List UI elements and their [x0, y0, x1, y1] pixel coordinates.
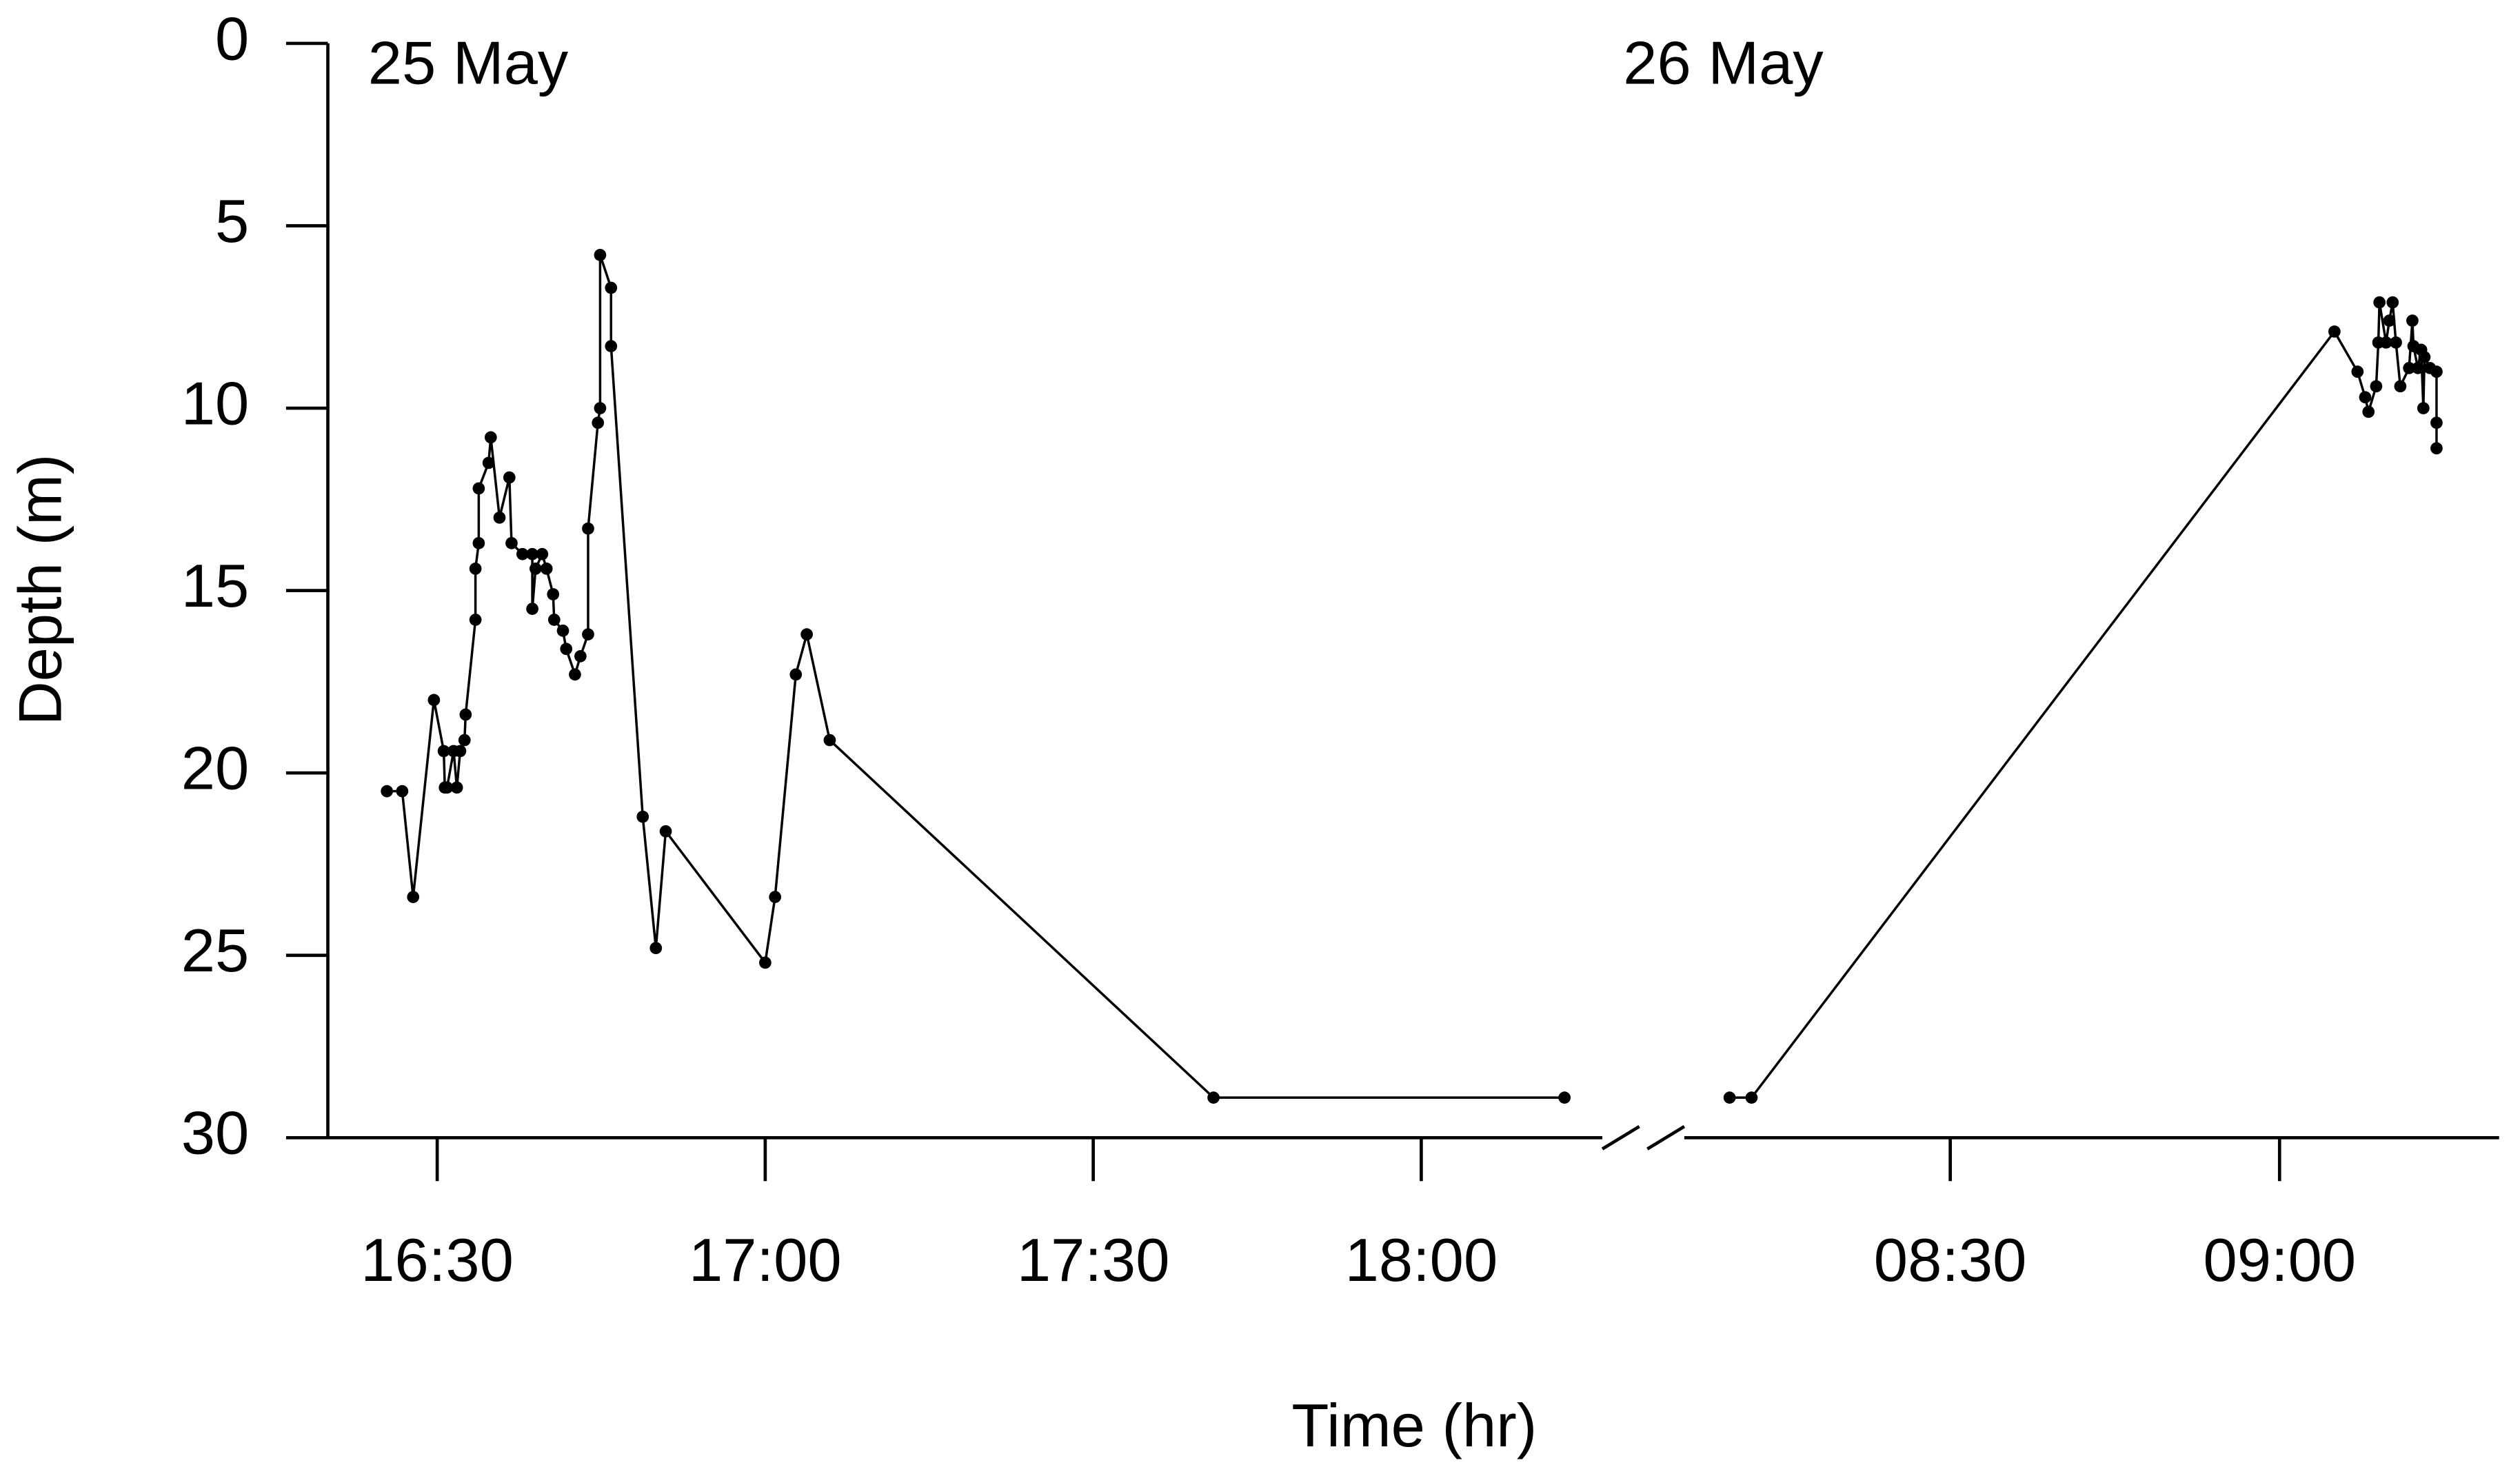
data-point: [759, 956, 772, 969]
data-point: [469, 563, 482, 575]
data-point: [2418, 351, 2431, 363]
data-point: [459, 708, 472, 721]
date-annotation: 26 May: [1623, 28, 1824, 97]
data-point: [547, 614, 561, 626]
data-point: [547, 588, 560, 600]
data-point: [574, 650, 587, 663]
data-point: [529, 563, 542, 575]
data-point: [540, 563, 553, 575]
data-point: [454, 745, 467, 758]
x-tick-label: 16:30: [361, 1226, 514, 1294]
y-tick-label: 20: [181, 734, 250, 802]
x-tick-label: 17:30: [1017, 1226, 1170, 1294]
data-point: [458, 734, 471, 747]
data-point: [2359, 391, 2372, 404]
data-point: [472, 536, 485, 549]
data-point: [592, 416, 605, 429]
data-point: [569, 668, 581, 681]
data-point: [636, 810, 649, 823]
data-point: [396, 785, 409, 798]
data-point: [381, 785, 394, 798]
data-point: [605, 281, 618, 294]
y-tick-label: 30: [181, 1099, 250, 1167]
y-tick-label: 25: [181, 916, 250, 984]
data-point: [1723, 1091, 1736, 1104]
data-point: [649, 942, 663, 955]
axis-break: [1601, 1125, 1640, 1151]
data-point: [2390, 336, 2402, 349]
data-point: [2417, 402, 2430, 414]
data-point: [605, 340, 618, 352]
x-tick-label: 17:00: [689, 1226, 842, 1294]
data-point: [594, 402, 607, 414]
data-point: [2373, 296, 2386, 309]
data-point: [441, 781, 454, 794]
data-point: [1745, 1091, 1758, 1104]
data-point: [2412, 362, 2424, 374]
data-point: [2430, 416, 2443, 429]
data-point: [2351, 365, 2364, 378]
data-point: [2406, 314, 2419, 327]
axis-break: [1646, 1125, 1686, 1151]
y-tick-label: 5: [215, 187, 249, 255]
data-point: [427, 694, 441, 707]
data-point: [469, 614, 482, 626]
x-tick-label: 09:00: [2203, 1226, 2356, 1294]
data-line: [1729, 302, 2438, 1099]
data-point: [450, 781, 463, 794]
data-point: [560, 643, 573, 656]
data-point: [769, 891, 782, 903]
data-point: [536, 547, 549, 560]
data-point: [582, 522, 594, 535]
data-point: [437, 745, 450, 758]
data-point: [2403, 362, 2416, 374]
x-tick-label: 18:00: [1345, 1226, 1498, 1294]
data-point: [484, 431, 497, 444]
x-tick-label: 08:30: [1874, 1226, 2027, 1294]
data-point: [482, 456, 495, 469]
x-axis-title: Time (hr): [1291, 1391, 1537, 1459]
y-tick-label: 10: [181, 369, 250, 437]
date-annotation: 25 May: [368, 28, 569, 97]
data-point: [2379, 336, 2392, 349]
data-point: [582, 628, 594, 640]
data-point: [2394, 380, 2407, 393]
data-point: [493, 511, 506, 524]
data-point: [503, 471, 516, 484]
data-point: [556, 624, 569, 637]
data-line: [387, 254, 1565, 1099]
data-point: [2383, 314, 2396, 327]
data-point: [526, 603, 538, 615]
data-point: [594, 248, 607, 261]
y-axis-title: Depth (m): [6, 454, 74, 726]
data-point: [516, 547, 529, 560]
data-point: [2430, 365, 2443, 378]
y-tick-label: 0: [215, 4, 249, 72]
data-point: [2362, 405, 2375, 418]
data-point: [1207, 1091, 1220, 1104]
data-point: [823, 734, 836, 747]
data-point: [505, 536, 518, 549]
data-point: [2328, 325, 2341, 338]
data-point: [2370, 380, 2383, 393]
data-point: [2386, 296, 2399, 309]
data-point: [472, 482, 485, 495]
y-tick-label: 15: [181, 552, 250, 620]
data-point: [659, 825, 672, 838]
data-point: [2430, 442, 2443, 455]
data-point: [1558, 1091, 1571, 1104]
data-point: [800, 628, 813, 640]
data-point: [407, 891, 420, 903]
data-point: [789, 668, 803, 681]
data-point: [526, 547, 538, 560]
